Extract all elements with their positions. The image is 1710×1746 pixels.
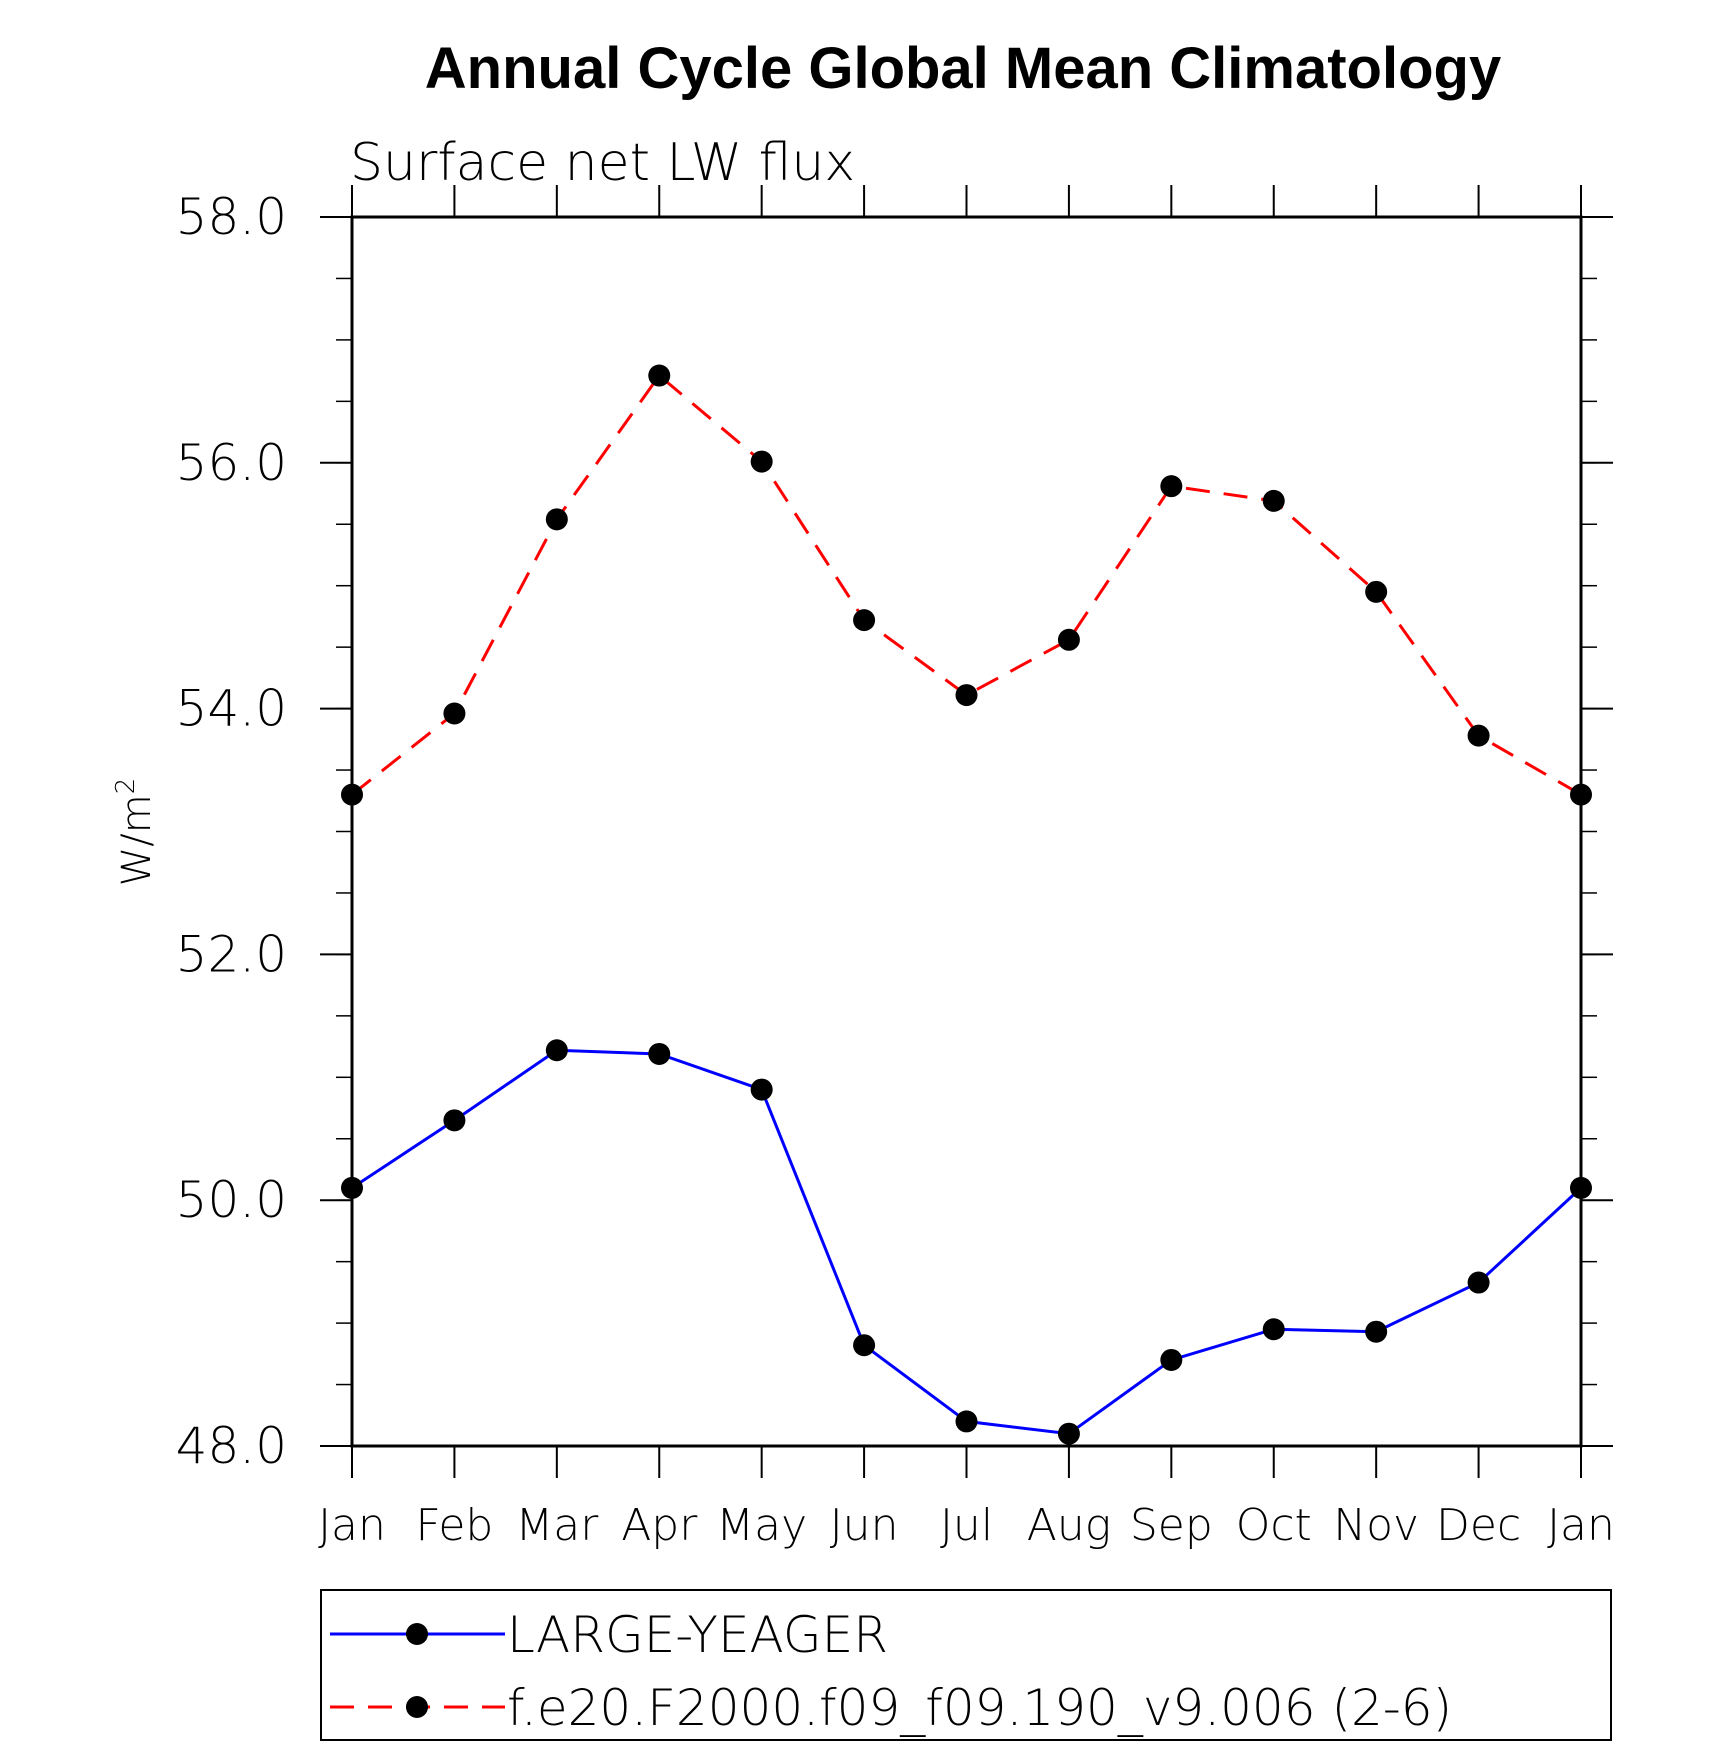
legend-label-large-yeager: LARGE-YEAGER — [507, 1606, 888, 1664]
plot-frame — [350, 215, 1583, 1448]
series-0-point — [750, 1078, 773, 1101]
legend-label-f-e20: f.e20.F2000.f09_f09.190_v9.006 (2-6) — [507, 1679, 1452, 1737]
series-1-point — [648, 364, 671, 387]
series-1-point — [545, 508, 568, 531]
y-tick-label: 58.0 — [176, 188, 287, 246]
legend-box — [320, 1589, 1612, 1741]
x-tick-label: Oct — [1236, 1500, 1312, 1551]
series-0-point — [545, 1039, 568, 1062]
x-tick-label: Mar — [515, 1500, 599, 1551]
y-tick-label: 54.0 — [176, 680, 287, 738]
y-axis-label-superscript: 2 — [111, 778, 141, 795]
y-tick-label: 56.0 — [176, 434, 287, 492]
y-tick-labels: 48.0 50.0 52.0 54.0 56.0 58.0 — [176, 188, 287, 1475]
svg-text:W/m2: W/m2 — [111, 778, 160, 887]
series-0-point — [341, 1176, 363, 1199]
series-0-point — [1057, 1422, 1080, 1445]
series-1-point — [1262, 489, 1285, 512]
series-1-point — [1467, 724, 1490, 747]
legend-marker-f-e20 — [406, 1696, 428, 1718]
series-1-point — [1057, 628, 1080, 651]
legend: LARGE-YEAGER f.e20.F2000.f09_f09.190_v9.… — [320, 1589, 1612, 1741]
x-tick-label: Feb — [415, 1500, 493, 1551]
y-tick-label: 48.0 — [176, 1417, 287, 1475]
series-0-point — [648, 1042, 671, 1065]
ticks — [320, 185, 1613, 1478]
series-1-point — [955, 684, 978, 707]
series-0-point — [853, 1334, 876, 1357]
series-0-point — [1262, 1318, 1285, 1341]
chart-subtitle: Surface net LW flux — [350, 133, 855, 193]
x-tick-label: Jan — [318, 1500, 386, 1551]
series-0-point — [1365, 1320, 1388, 1343]
x-tick-labels: Jan Feb Mar Apr May Jun Jul Aug Sep Oct Nov Dec Jan — [318, 1500, 1615, 1551]
y-axis-label-text: W/m — [114, 794, 160, 886]
x-tick-label: Apr — [621, 1500, 698, 1551]
series-line-1 — [351, 373, 1582, 796]
x-tick-label: Jun — [830, 1500, 899, 1551]
series-0-point — [1467, 1271, 1490, 1294]
series-1-point — [1160, 475, 1183, 498]
x-tick-label: Sep — [1130, 1500, 1213, 1551]
series-layer — [341, 364, 1592, 1445]
legend-marker-large-yeager — [406, 1623, 428, 1645]
y-axis-label: W/m2 — [111, 778, 160, 887]
series-1-point — [443, 702, 466, 725]
x-tick-label: Jan — [1547, 1500, 1615, 1551]
series-0-point — [1160, 1348, 1183, 1371]
x-tick-label: Dec — [1436, 1500, 1521, 1551]
x-tick-label: Jul — [940, 1500, 993, 1551]
series-1-point — [341, 783, 363, 806]
y-tick-label: 50.0 — [176, 1171, 287, 1229]
x-tick-label: May — [716, 1500, 807, 1551]
x-tick-label: Nov — [1333, 1500, 1419, 1551]
series-0-point — [443, 1109, 466, 1132]
series-line-0 — [351, 1048, 1583, 1436]
y-tick-label: 52.0 — [176, 925, 287, 983]
series-0-point — [955, 1410, 978, 1433]
series-1-point — [1365, 580, 1388, 603]
series-0-point — [1570, 1176, 1592, 1199]
series-1-point — [1570, 783, 1592, 806]
chart-title: Annual Cycle Global Mean Climatology — [425, 36, 1501, 101]
series-1-point — [750, 450, 773, 473]
x-tick-label: Aug — [1027, 1500, 1111, 1551]
series-1-point — [853, 609, 876, 632]
